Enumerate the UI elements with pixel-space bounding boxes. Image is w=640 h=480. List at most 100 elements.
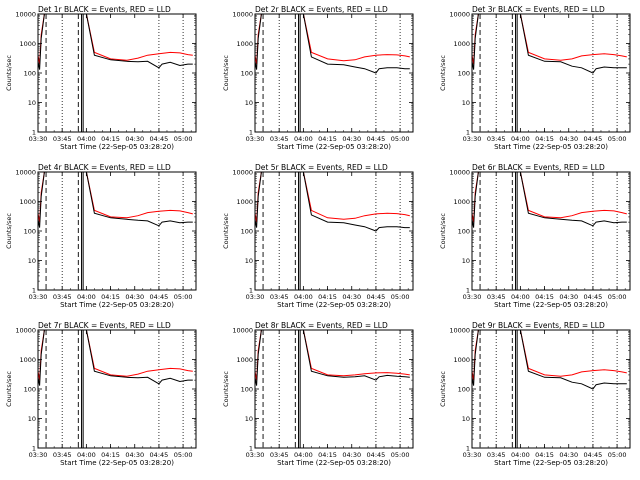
x-tick-label: 04:15 — [535, 135, 554, 143]
axes-frame — [254, 13, 414, 133]
x-tick-label: 04:45 — [150, 451, 169, 459]
y-tick-label: 1 — [466, 287, 470, 295]
panel-title: Det 3r BLACK = Events, RED = LLD — [472, 5, 605, 14]
x-tick-label: 03:45 — [487, 135, 506, 143]
y-axis-label: Counts/sec — [439, 55, 447, 91]
x-tick-label: 04:45 — [584, 293, 603, 301]
x-tick-label: 04:45 — [584, 135, 603, 143]
y-axis-label: Counts/sec — [5, 55, 13, 91]
x-tick-label: 03:30 — [29, 451, 48, 459]
x-tick-label: 03:45 — [487, 293, 506, 301]
y-axis-label: Counts/sec — [5, 371, 13, 407]
axes-frame — [471, 329, 631, 449]
x-axis-label: Start Time (22-Sep-05 03:28:20) — [494, 143, 608, 151]
x-tick-label: 04:00 — [294, 451, 313, 459]
x-tick-label: 04:15 — [318, 135, 337, 143]
x-tick-label: 03:45 — [270, 293, 289, 301]
x-axis-label: Start Time (22-Sep-05 03:28:20) — [277, 459, 391, 467]
events-series-line — [472, 172, 627, 228]
lld-series-line — [255, 14, 410, 65]
y-tick-label: 10 — [28, 99, 36, 107]
y-tick-label: 10000 — [15, 11, 36, 19]
x-tick-label: 04:30 — [342, 293, 361, 301]
x-tick-label: 05:00 — [608, 451, 627, 459]
x-tick-label: 04:30 — [559, 293, 578, 301]
y-tick-label: 100 — [24, 386, 36, 394]
x-tick-label: 03:45 — [270, 451, 289, 459]
y-tick-label: 1000 — [236, 198, 253, 206]
x-tick-label: 03:30 — [29, 293, 48, 301]
x-tick-label: 04:00 — [294, 293, 313, 301]
events-series-line — [255, 330, 410, 386]
x-tick-label: 05:00 — [174, 293, 193, 301]
y-tick-label: 10000 — [449, 11, 470, 19]
lld-series-line — [472, 330, 627, 381]
x-tick-label: 04:30 — [125, 293, 144, 301]
x-axis-label: Start Time (22-Sep-05 03:28:20) — [277, 301, 391, 309]
y-tick-label: 1 — [466, 445, 470, 453]
events-series-line — [38, 330, 193, 386]
x-tick-label: 04:00 — [77, 293, 96, 301]
x-tick-label: 04:00 — [511, 451, 530, 459]
detector-panel: 1 10 100 1000 10000 03:30 03:45 04:00 04:15 04:30… — [439, 5, 631, 151]
y-tick-label: 1 — [466, 129, 470, 137]
axes-frame — [471, 13, 631, 133]
y-tick-label: 10 — [245, 415, 253, 423]
detector-panel: 1 10 100 1000 10000 03:30 03:45 04:00 04:15 04:30… — [5, 321, 197, 467]
y-tick-label: 100 — [458, 386, 470, 394]
y-tick-label: 1000 — [236, 356, 253, 364]
x-tick-label: 03:45 — [270, 135, 289, 143]
x-tick-label: 03:45 — [53, 293, 72, 301]
x-tick-label: 04:45 — [150, 293, 169, 301]
x-tick-label: 05:00 — [391, 293, 410, 301]
x-axis-label: Start Time (22-Sep-05 03:28:20) — [277, 143, 391, 151]
x-axis-label: Start Time (22-Sep-05 03:28:20) — [60, 459, 174, 467]
detector-panel: 1 10 100 1000 10000 03:30 03:45 04:00 04:15 04:30… — [439, 163, 631, 309]
x-tick-label: 03:30 — [463, 293, 482, 301]
x-tick-label: 04:00 — [77, 135, 96, 143]
panel-title: Det 8r BLACK = Events, RED = LLD — [255, 321, 388, 330]
y-tick-label: 100 — [24, 70, 36, 78]
x-tick-label: 04:00 — [511, 293, 530, 301]
x-tick-label: 03:45 — [53, 135, 72, 143]
x-tick-label: 04:45 — [367, 135, 386, 143]
x-tick-label: 05:00 — [391, 135, 410, 143]
axes-frame — [37, 13, 197, 133]
panel-title: Det 2r BLACK = Events, RED = LLD — [255, 5, 388, 14]
x-tick-label: 04:00 — [77, 451, 96, 459]
y-tick-label: 10000 — [232, 11, 253, 19]
y-axis-label: Counts/sec — [439, 371, 447, 407]
y-tick-label: 10000 — [15, 327, 36, 335]
y-tick-label: 1000 — [236, 40, 253, 48]
x-tick-label: 04:45 — [584, 451, 603, 459]
detector-panel: 1 10 100 1000 10000 03:30 03:45 04:00 04:15 04:30… — [222, 321, 414, 467]
x-tick-label: 03:30 — [246, 135, 265, 143]
x-axis-label: Start Time (22-Sep-05 03:28:20) — [60, 143, 174, 151]
x-tick-label: 03:30 — [246, 293, 265, 301]
x-tick-label: 04:45 — [367, 451, 386, 459]
lld-series-line — [38, 172, 193, 223]
axes-frame — [254, 329, 414, 449]
y-axis-label: Counts/sec — [5, 213, 13, 249]
x-tick-label: 03:45 — [53, 451, 72, 459]
y-tick-label: 10000 — [15, 169, 36, 177]
y-tick-label: 10 — [28, 257, 36, 265]
y-tick-label: 1 — [249, 129, 253, 137]
detector-panel: 1 10 100 1000 10000 03:30 03:45 04:00 04:15 04:30… — [222, 5, 414, 151]
x-axis-label: Start Time (22-Sep-05 03:28:20) — [494, 301, 608, 309]
lld-series-line — [38, 14, 193, 65]
axes-frame — [471, 171, 631, 291]
y-tick-label: 1 — [249, 287, 253, 295]
y-tick-label: 10000 — [449, 169, 470, 177]
y-tick-label: 10 — [245, 257, 253, 265]
x-tick-label: 04:30 — [125, 451, 144, 459]
y-tick-label: 1000 — [453, 40, 470, 48]
x-tick-label: 03:30 — [29, 135, 48, 143]
y-tick-label: 10 — [28, 415, 36, 423]
y-tick-label: 1 — [32, 287, 36, 295]
y-tick-label: 100 — [241, 70, 253, 78]
x-tick-label: 05:00 — [608, 135, 627, 143]
y-tick-label: 100 — [24, 228, 36, 236]
y-tick-label: 100 — [458, 70, 470, 78]
